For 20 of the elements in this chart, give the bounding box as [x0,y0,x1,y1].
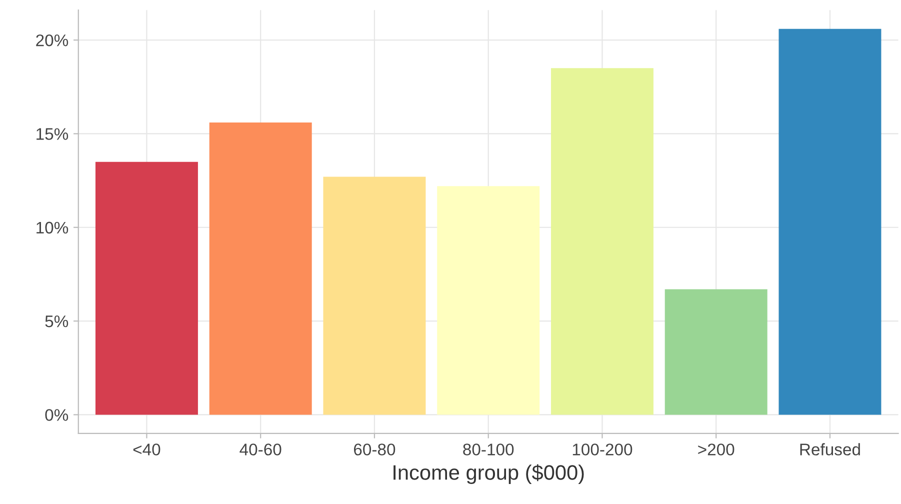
bar [778,28,882,415]
y-tick-label: 15% [36,128,68,140]
bar [323,176,426,415]
x-tick-label: 100-200 [572,444,632,456]
x-tick-label: Refused [800,443,860,456]
x-tick-label: 80-100 [463,444,514,456]
y-tick-label: 5% [45,316,68,328]
x-tick-label: >200 [698,444,734,456]
x-tick-label: 60-80 [354,444,396,456]
x-tick-label: 40-60 [240,444,282,456]
bar [664,289,768,415]
y-tick-label: 0% [45,409,68,421]
bar [95,162,198,415]
y-tick-label: 20% [36,34,68,46]
x-axis-title: Income group ($000) [394,464,584,484]
bar [550,68,654,415]
bar [437,186,540,415]
y-tick-label: 10% [36,222,68,234]
bar [209,122,312,415]
x-tick-label: <40 [133,444,160,456]
